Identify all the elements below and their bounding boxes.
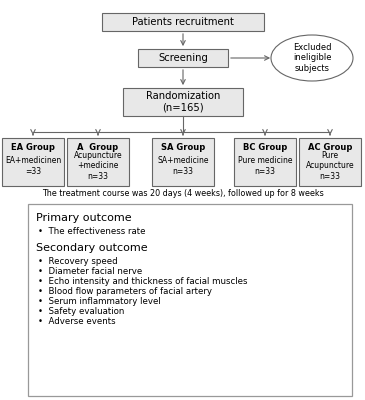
Text: Randomization
(n=165): Randomization (n=165): [146, 91, 220, 113]
Text: A  Group: A Group: [77, 144, 119, 152]
Text: •  Echo intensity and thickness of facial muscles: • Echo intensity and thickness of facial…: [38, 276, 247, 286]
Text: EA+medicinen
=33: EA+medicinen =33: [5, 156, 61, 176]
FancyBboxPatch shape: [138, 49, 228, 67]
Text: •  Recovery speed: • Recovery speed: [38, 256, 118, 266]
Text: •  Diameter facial nerve: • Diameter facial nerve: [38, 266, 142, 276]
Text: Patients recruitment: Patients recruitment: [132, 17, 234, 27]
FancyBboxPatch shape: [67, 138, 129, 186]
Text: Pure medicine
n=33: Pure medicine n=33: [238, 156, 292, 176]
Text: Pure
Acupuncture
n=33: Pure Acupuncture n=33: [306, 151, 354, 181]
FancyBboxPatch shape: [102, 13, 264, 31]
FancyBboxPatch shape: [28, 204, 352, 396]
FancyBboxPatch shape: [2, 138, 64, 186]
Text: BC Group: BC Group: [243, 144, 287, 152]
Text: •  Serum inflammatory level: • Serum inflammatory level: [38, 296, 161, 306]
Text: •  Blood flow parameters of facial artery: • Blood flow parameters of facial artery: [38, 286, 212, 296]
Text: EA Group: EA Group: [11, 144, 55, 152]
Text: •  The effectiveness rate: • The effectiveness rate: [38, 226, 146, 236]
Text: Screening: Screening: [158, 53, 208, 63]
Text: •  Adverse events: • Adverse events: [38, 316, 116, 326]
Text: •  Safety evaluation: • Safety evaluation: [38, 306, 124, 316]
Text: The treatment course was 20 days (4 weeks), followed up for 8 weeks: The treatment course was 20 days (4 week…: [42, 190, 324, 198]
FancyBboxPatch shape: [299, 138, 361, 186]
Text: Secondary outcome: Secondary outcome: [36, 243, 147, 253]
Text: AC Group: AC Group: [308, 144, 352, 152]
Ellipse shape: [271, 35, 353, 81]
FancyBboxPatch shape: [152, 138, 214, 186]
Text: SA Group: SA Group: [161, 144, 205, 152]
Text: Acupuncture
+medicine
n=33: Acupuncture +medicine n=33: [74, 151, 122, 181]
Text: Excluded
ineligible
subjects: Excluded ineligible subjects: [293, 43, 331, 73]
Text: SA+medicine
n=33: SA+medicine n=33: [157, 156, 209, 176]
FancyBboxPatch shape: [234, 138, 296, 186]
FancyBboxPatch shape: [123, 88, 243, 116]
Text: Primary outcome: Primary outcome: [36, 213, 132, 223]
